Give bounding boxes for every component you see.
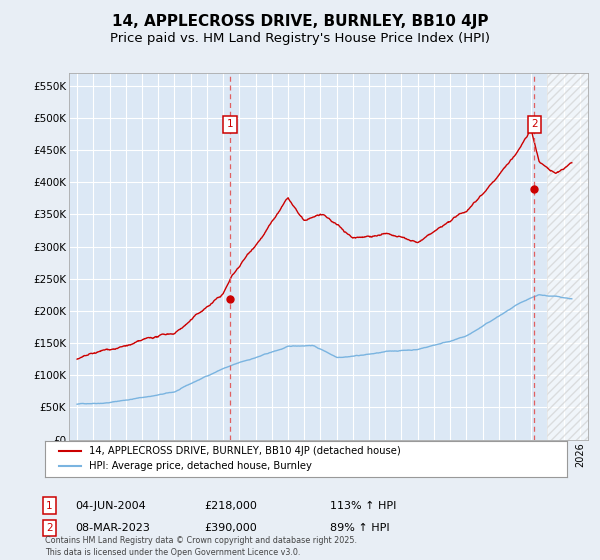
Text: 2: 2 [46,523,53,533]
Text: 14, APPLECROSS DRIVE, BURNLEY, BB10 4JP: 14, APPLECROSS DRIVE, BURNLEY, BB10 4JP [112,14,488,29]
Text: 08-MAR-2023: 08-MAR-2023 [75,523,150,533]
Text: 1: 1 [227,119,233,129]
Text: Contains HM Land Registry data © Crown copyright and database right 2025.
This d: Contains HM Land Registry data © Crown c… [45,536,357,557]
Text: 2: 2 [531,119,538,129]
Text: 1: 1 [46,501,53,511]
Bar [547,73,588,440]
Text: £218,000: £218,000 [204,501,257,511]
Text: Price paid vs. HM Land Registry's House Price Index (HPI): Price paid vs. HM Land Registry's House … [110,32,490,45]
Text: £390,000: £390,000 [204,523,257,533]
Legend: 14, APPLECROSS DRIVE, BURNLEY, BB10 4JP (detached house), HPI: Average price, de: 14, APPLECROSS DRIVE, BURNLEY, BB10 4JP … [55,442,405,475]
Text: 89% ↑ HPI: 89% ↑ HPI [330,523,389,533]
Text: 113% ↑ HPI: 113% ↑ HPI [330,501,397,511]
Text: 04-JUN-2004: 04-JUN-2004 [75,501,146,511]
